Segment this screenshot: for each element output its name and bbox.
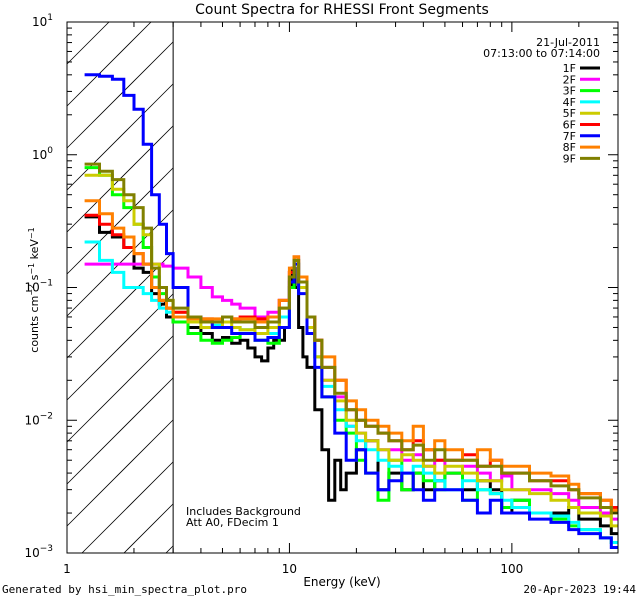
y-tick-label: 10−1 (24, 279, 53, 295)
series-6F (84, 213, 618, 509)
series-8F (84, 199, 618, 512)
y-tick-label: 10−3 (24, 544, 53, 560)
y-axis-label: counts cm−2 s−1 keV−1 (27, 227, 41, 352)
legend-label-4F: 4F (563, 96, 576, 109)
annotation-line-1: Includes Background (186, 505, 301, 518)
hatch-line (123, 503, 174, 554)
series-1F (84, 215, 618, 536)
y-tick-label: 101 (32, 13, 53, 29)
legend-label-7F: 7F (563, 130, 576, 143)
x-tick-label: 10 (282, 562, 297, 576)
hatch-line (66, 377, 174, 485)
time-range-label: 07:13:00 to 07:14:00 (483, 47, 600, 60)
x-axis-label: Energy (keV) (303, 575, 380, 589)
legend-label-9F: 9F (563, 152, 576, 165)
hatch-line (66, 21, 152, 107)
hatch-line (165, 545, 174, 554)
legend-label-6F: 6F (563, 119, 576, 132)
footer-generated-by: Generated by hsi_min_spectra_plot.pro (2, 583, 248, 596)
legend-label-8F: 8F (563, 141, 576, 154)
legend-label-2F: 2F (563, 73, 576, 86)
hatch-line (66, 21, 110, 65)
hatch-line (81, 461, 174, 554)
axes: 1 10 100 10−3 10−2 10−1 100 101 (24, 13, 619, 576)
x-tick-label: 1 (63, 562, 71, 576)
legend-label-5F: 5F (563, 107, 576, 120)
y-tick-label: 10−2 (24, 411, 53, 427)
legend-label-1F: 1F (563, 62, 576, 75)
hatch-line (66, 293, 174, 401)
annotation-line-2: Att A0, FDecim 1 (186, 516, 279, 529)
hatch-line (66, 167, 174, 275)
footer-timestamp: 20-Apr-2023 19:44 (523, 583, 636, 596)
x-tick-label: 100 (500, 562, 523, 576)
date-label: 21-Jul-2011 (536, 36, 600, 49)
series-7F (84, 73, 618, 549)
chart-title: Count Spectra for RHESSI Front Segments (195, 2, 489, 18)
y-tick-label: 100 (32, 146, 53, 162)
series-2F (84, 255, 618, 521)
hatch-line (66, 335, 174, 443)
series-layer (84, 73, 618, 549)
legend-label-3F: 3F (563, 85, 576, 98)
hatch-line (66, 41, 174, 149)
hatch-line (66, 419, 174, 527)
series-9F (84, 162, 618, 515)
hatch-line (66, 83, 174, 191)
series-4F (84, 240, 618, 544)
